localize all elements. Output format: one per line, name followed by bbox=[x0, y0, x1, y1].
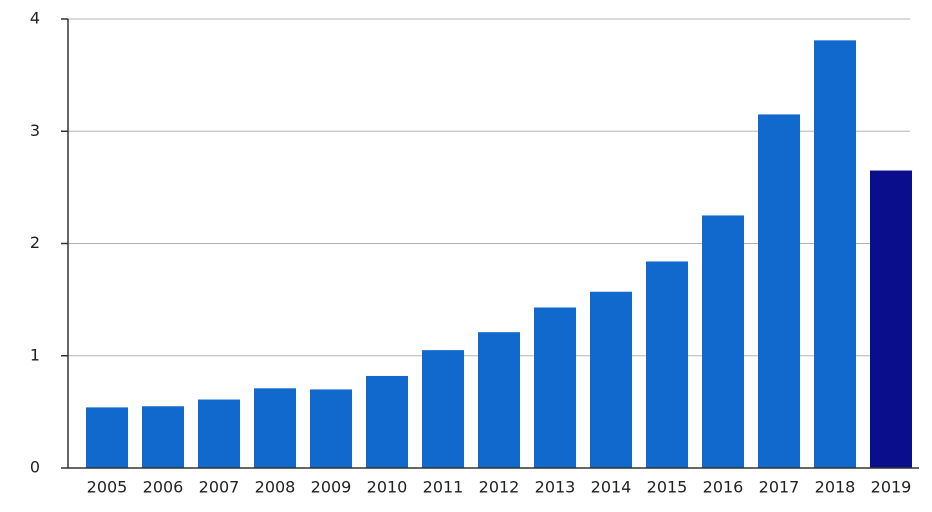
bar bbox=[86, 407, 128, 468]
bar bbox=[422, 350, 464, 468]
bar bbox=[814, 40, 856, 468]
bar bbox=[870, 170, 912, 468]
x-tick-label: 2018 bbox=[815, 478, 856, 497]
bar bbox=[198, 399, 240, 468]
x-tick-label: 2015 bbox=[647, 478, 688, 497]
x-tick-label: 2019 bbox=[871, 478, 912, 497]
x-tick-label: 2009 bbox=[311, 478, 352, 497]
x-tick-label: 2010 bbox=[367, 478, 408, 497]
x-tick-label: 2008 bbox=[255, 478, 296, 497]
x-tick-label: 2017 bbox=[759, 478, 800, 497]
y-tick-label: 0 bbox=[30, 458, 40, 477]
bar bbox=[142, 406, 184, 468]
bar bbox=[254, 388, 296, 468]
x-tick-label: 2013 bbox=[535, 478, 576, 497]
y-tick-label: 3 bbox=[30, 121, 40, 140]
y-tick-label: 2 bbox=[30, 233, 40, 252]
x-tick-label: 2014 bbox=[591, 478, 632, 497]
bar bbox=[478, 332, 520, 468]
bar bbox=[366, 375, 408, 468]
x-tick-label: 2006 bbox=[143, 478, 184, 497]
x-tick-label: 2012 bbox=[479, 478, 520, 497]
bar bbox=[646, 261, 688, 468]
y-tick-label: 1 bbox=[30, 345, 40, 364]
x-tick-label: 2005 bbox=[87, 478, 128, 497]
x-tick-label: 2007 bbox=[199, 478, 240, 497]
x-tick-label: 2016 bbox=[703, 478, 744, 497]
bar bbox=[702, 215, 744, 468]
bar bbox=[590, 291, 632, 468]
x-tick-label: 2011 bbox=[423, 478, 464, 497]
bar bbox=[758, 114, 800, 468]
y-tick-label: 4 bbox=[30, 9, 40, 28]
bar bbox=[534, 307, 576, 468]
bar bbox=[310, 389, 352, 468]
